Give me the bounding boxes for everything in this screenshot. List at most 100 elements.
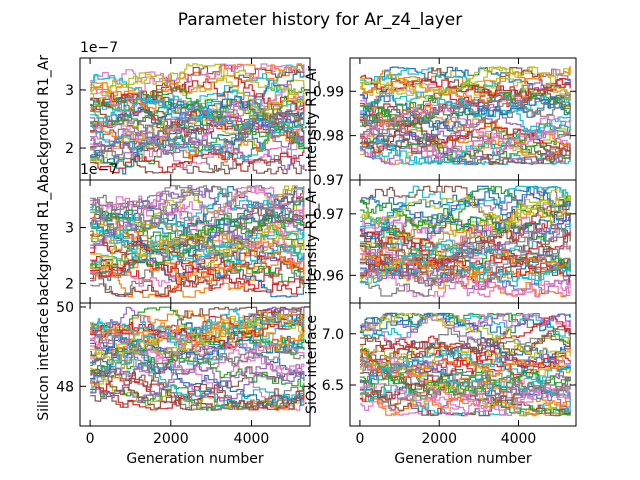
y-axis-label: Silicon interface: [36, 308, 52, 421]
series-line: [359, 252, 571, 298]
series-line: [90, 122, 305, 159]
series-line: [359, 205, 571, 276]
series-line: [359, 313, 571, 359]
series-line: [90, 87, 305, 150]
series-line: [359, 242, 571, 297]
series-line: [359, 135, 571, 166]
series-group: [359, 312, 571, 417]
panel-bottom-right: 6.5 7.0 0 2000 4000 Generation number SiOx int…: [304, 302, 577, 467]
series-line: [359, 215, 571, 271]
series-line: [359, 66, 571, 94]
series-line: [90, 63, 305, 106]
series-line: [359, 348, 571, 407]
series-line: [359, 194, 571, 247]
series-line: [90, 185, 305, 221]
panel-bottom-left: 48 50 0 2000 4000 Generation number Silicon in…: [36, 300, 311, 467]
y-axis-label: background R1_Ar: [36, 55, 52, 183]
series-line: [90, 189, 305, 234]
series-line: [90, 330, 305, 366]
series-line: [90, 372, 305, 402]
series-line: [359, 373, 571, 416]
series-line: [359, 370, 571, 411]
series-line: [90, 327, 305, 376]
y-axis-label: intensity R1_Ar: [304, 66, 320, 172]
figure-title: Parameter history for Ar_z4_layer: [178, 10, 463, 30]
series-group: [90, 185, 305, 298]
series-line: [90, 69, 305, 129]
series-line: [359, 338, 571, 372]
series-group: [90, 306, 305, 411]
series-line: [90, 103, 305, 131]
series-line: [359, 89, 571, 139]
x-tick-label: 2000: [153, 431, 189, 447]
series-line: [359, 269, 571, 298]
x-tick-label: 4000: [234, 431, 270, 447]
series-line: [359, 383, 571, 417]
series-line: [90, 375, 305, 410]
series-line: [359, 382, 571, 417]
series-line: [359, 195, 571, 225]
y-tick-label: 0.98: [313, 129, 344, 145]
y-tick-label: 0.97: [313, 207, 344, 223]
axes-frame: [349, 302, 577, 427]
y-tick-label: 0.99: [313, 84, 344, 100]
series-line: [90, 311, 305, 363]
series-line: [90, 103, 305, 152]
series-line: [90, 251, 305, 283]
y-tick-label: 6.5: [322, 378, 344, 394]
y-tick-label: 2: [65, 276, 74, 292]
series-line: [90, 187, 305, 246]
series-line: [359, 229, 571, 274]
y-tick-label: 7.0: [322, 327, 344, 343]
axes-frame: [79, 302, 311, 427]
y-axis-label: background R1_Ar: [36, 177, 52, 305]
series-line: [90, 63, 305, 113]
series-line: [90, 253, 305, 298]
panel-middle-left: 2 3 background R1_Ar 1e−7: [36, 162, 311, 306]
series-line: [359, 312, 571, 346]
y-axis-label: intensity R1_Ar: [304, 188, 320, 294]
series-line: [359, 335, 571, 374]
y-tick-label: 2: [65, 141, 74, 157]
x-axis-label: Generation number: [394, 451, 531, 467]
series-line: [90, 222, 305, 262]
series-line: [90, 369, 305, 411]
series-line: [90, 331, 305, 360]
series-line: [90, 259, 305, 295]
series-line: [90, 306, 305, 388]
panel-top-left: 2 3 background R1_Ar 1e−7: [36, 40, 311, 183]
x-tick-label: 2000: [421, 431, 457, 447]
y-axis-label: SiOx interface: [304, 315, 320, 414]
y-tick-label: 0.97: [313, 173, 344, 189]
series-group: [90, 63, 305, 175]
axis-offset-label: 1e−7: [80, 162, 118, 178]
series-line: [90, 149, 305, 174]
series-line: [359, 239, 571, 284]
series-line: [90, 318, 305, 359]
y-tick-label: 0.96: [313, 268, 344, 284]
series-line: [359, 348, 571, 379]
series-line: [359, 359, 571, 397]
series-line: [90, 108, 305, 154]
series-line: [359, 187, 571, 240]
x-axis-label: Generation number: [126, 451, 263, 467]
series-line: [90, 186, 305, 249]
series-line: [359, 120, 571, 162]
series-line: [359, 112, 571, 141]
series-line: [359, 185, 571, 227]
series-line: [90, 188, 305, 237]
series-line: [359, 99, 571, 136]
series-line: [359, 143, 571, 166]
x-tick-label: 4000: [501, 431, 537, 447]
series-line: [90, 133, 305, 173]
series-line: [359, 312, 571, 335]
series-line: [90, 237, 305, 285]
series-line: [90, 225, 305, 287]
series-line: [359, 130, 571, 165]
series-line: [90, 100, 305, 146]
axis-offset-label: 1e−7: [80, 40, 118, 56]
series-line: [359, 114, 571, 165]
